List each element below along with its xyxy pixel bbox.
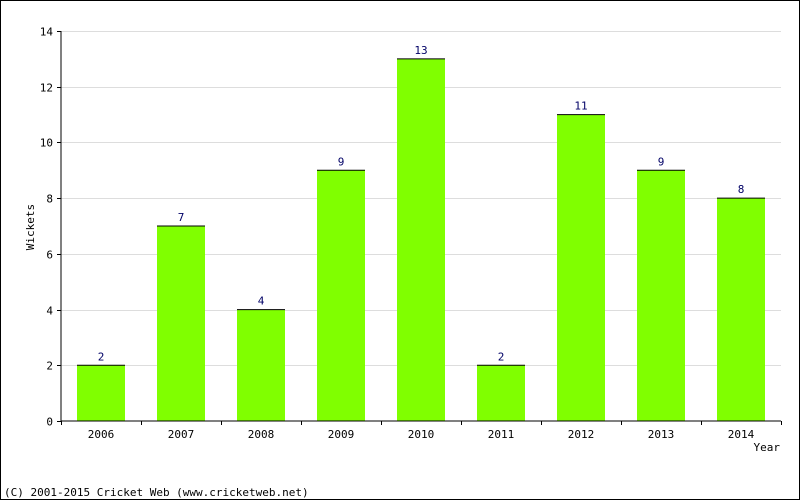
y-tick-label: 6 xyxy=(46,249,53,262)
data-label: 9 xyxy=(658,155,665,168)
x-tick-label: 2013 xyxy=(648,428,675,441)
y-tick-label: 4 xyxy=(46,305,53,318)
y-tick-label: 12 xyxy=(40,82,53,95)
y-tick-label: 2 xyxy=(46,360,53,373)
axes xyxy=(57,31,782,425)
data-label: 11 xyxy=(574,100,587,113)
x-tick-label: 2011 xyxy=(488,428,515,441)
bar xyxy=(637,170,685,421)
bar xyxy=(77,365,125,421)
x-tick-label: 2007 xyxy=(168,428,195,441)
x-tick-label: 2014 xyxy=(728,428,755,441)
x-tick-label: 2006 xyxy=(88,428,115,441)
bar xyxy=(557,114,605,422)
copyright-text: (C) 2001-2015 Cricket Web (www.cricketwe… xyxy=(4,486,309,499)
bar xyxy=(477,365,525,421)
y-tick-label: 8 xyxy=(46,193,53,206)
bar xyxy=(717,198,765,421)
labels: 0 2 4 6 8 10 12 14 2 2006 7 2007 4 2008 9 2009 13 2010 2 20… xyxy=(40,26,755,442)
bars xyxy=(77,58,765,422)
y-tick-label: 0 xyxy=(46,416,53,429)
y-axis-title: Wickets xyxy=(24,204,37,250)
y-tick-label: 14 xyxy=(40,26,54,39)
x-axis-title: Year xyxy=(754,441,781,454)
bar xyxy=(237,309,285,421)
data-label: 4 xyxy=(258,295,265,308)
data-label: 13 xyxy=(414,44,427,57)
y-tick-label: 10 xyxy=(40,137,53,150)
bar xyxy=(317,170,365,421)
x-tick-label: 2010 xyxy=(408,428,435,441)
data-label: 2 xyxy=(498,350,505,363)
data-label: 2 xyxy=(98,350,105,363)
bar xyxy=(157,226,205,421)
x-tick-label: 2008 xyxy=(248,428,275,441)
data-label: 8 xyxy=(738,183,745,196)
data-label: 9 xyxy=(338,155,345,168)
bar xyxy=(397,58,445,421)
data-label: 7 xyxy=(178,211,185,224)
x-tick-label: 2009 xyxy=(328,428,355,441)
x-tick-label: 2012 xyxy=(568,428,595,441)
